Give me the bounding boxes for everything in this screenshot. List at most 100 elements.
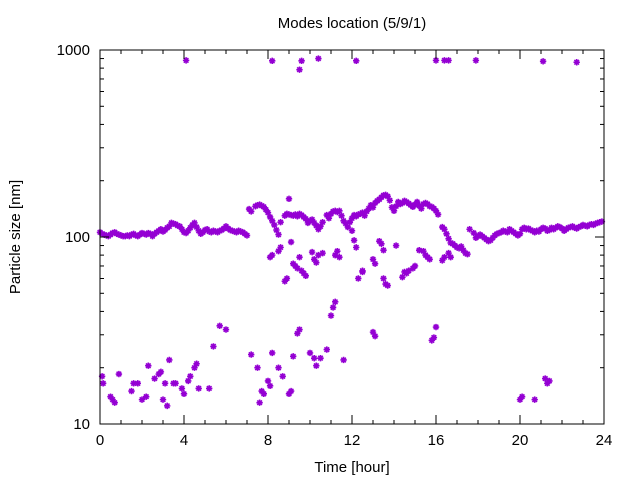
data-point [281,278,288,285]
data-point [346,218,354,226]
data-point [182,57,190,64]
axis-ticks: 0 4 8 12 16 20 24 10 100 1000 [57,42,613,449]
data-point [327,312,335,319]
data-point [386,197,393,204]
data-point [311,354,318,362]
data-point [308,248,316,256]
data-point [176,223,183,230]
data-point [445,235,452,242]
data-point [416,246,423,254]
plot-area-frame [99,49,605,425]
data-point [273,226,280,234]
data-point [98,373,106,380]
data-point [287,238,295,246]
data-point [350,237,358,244]
data-point [264,209,272,216]
data-point [539,58,547,65]
data-point [187,224,194,231]
y-tick-label: 1000 [57,42,90,59]
data-point [302,215,309,223]
data-point [222,326,230,333]
chart-title: Modes location (5/9/1) [278,15,426,32]
data-point [470,229,477,237]
data-point [277,244,284,251]
data-point [355,275,362,282]
data-point [216,322,223,330]
data-point [290,353,297,360]
data-point [285,390,293,398]
data-point [159,396,167,403]
data-point [285,195,293,203]
data-point [399,273,406,281]
data-point [516,396,524,403]
data-point [466,226,473,233]
data-point [371,260,379,267]
data-point [315,55,322,62]
data-point [464,250,471,258]
data-point [260,203,267,211]
x-tick-label: 24 [596,432,613,449]
data-point [380,246,387,254]
data-point [441,253,448,261]
data-point [254,364,261,371]
data-point [193,223,200,231]
data-point [266,382,274,390]
data-point [248,351,255,358]
data-point [187,373,194,380]
data-point [269,349,276,357]
data-point [264,377,272,385]
data-point [445,249,452,257]
data-point [441,226,448,233]
data-point [313,259,320,266]
data-point [430,334,438,341]
data-point [458,243,465,250]
data-point [353,57,360,65]
data-point [323,346,330,353]
data-point [447,239,454,247]
data-point [336,207,343,215]
data-point [598,218,606,225]
data-point [325,215,333,222]
data-point [319,218,326,226]
data-point [332,251,339,259]
data-point [287,387,295,395]
data-point [256,399,263,406]
data-point [369,256,377,263]
data-point [206,385,213,392]
data-point [319,249,326,257]
data-point [378,240,385,247]
data-point [317,354,324,362]
data-point [332,298,339,306]
data-point [329,304,337,311]
data-point [432,57,440,64]
data-point [128,387,135,395]
y-axis-label: Particle size [nm] [7,180,24,294]
data-point [363,208,370,215]
data-point [426,256,433,263]
data-point [166,223,173,230]
data-point [166,356,173,364]
data-point [145,362,152,369]
data-point [138,396,146,403]
data-point [445,57,452,64]
data-point [294,330,301,337]
data-point [134,380,141,387]
data-point [279,373,286,380]
data-point [143,393,150,400]
data-point [447,253,454,261]
data-point [296,66,303,73]
data-point [542,375,549,382]
data-point [432,323,440,331]
data-point [315,226,322,233]
data-point [157,368,165,376]
data-point [340,356,347,364]
data-point [269,57,276,65]
data-point [323,211,330,219]
data-point [311,219,318,227]
data-point [115,370,123,378]
data-point [277,218,284,226]
data-point [109,396,116,403]
data-point [531,396,538,403]
data-point [376,237,383,245]
data-point [411,262,419,270]
